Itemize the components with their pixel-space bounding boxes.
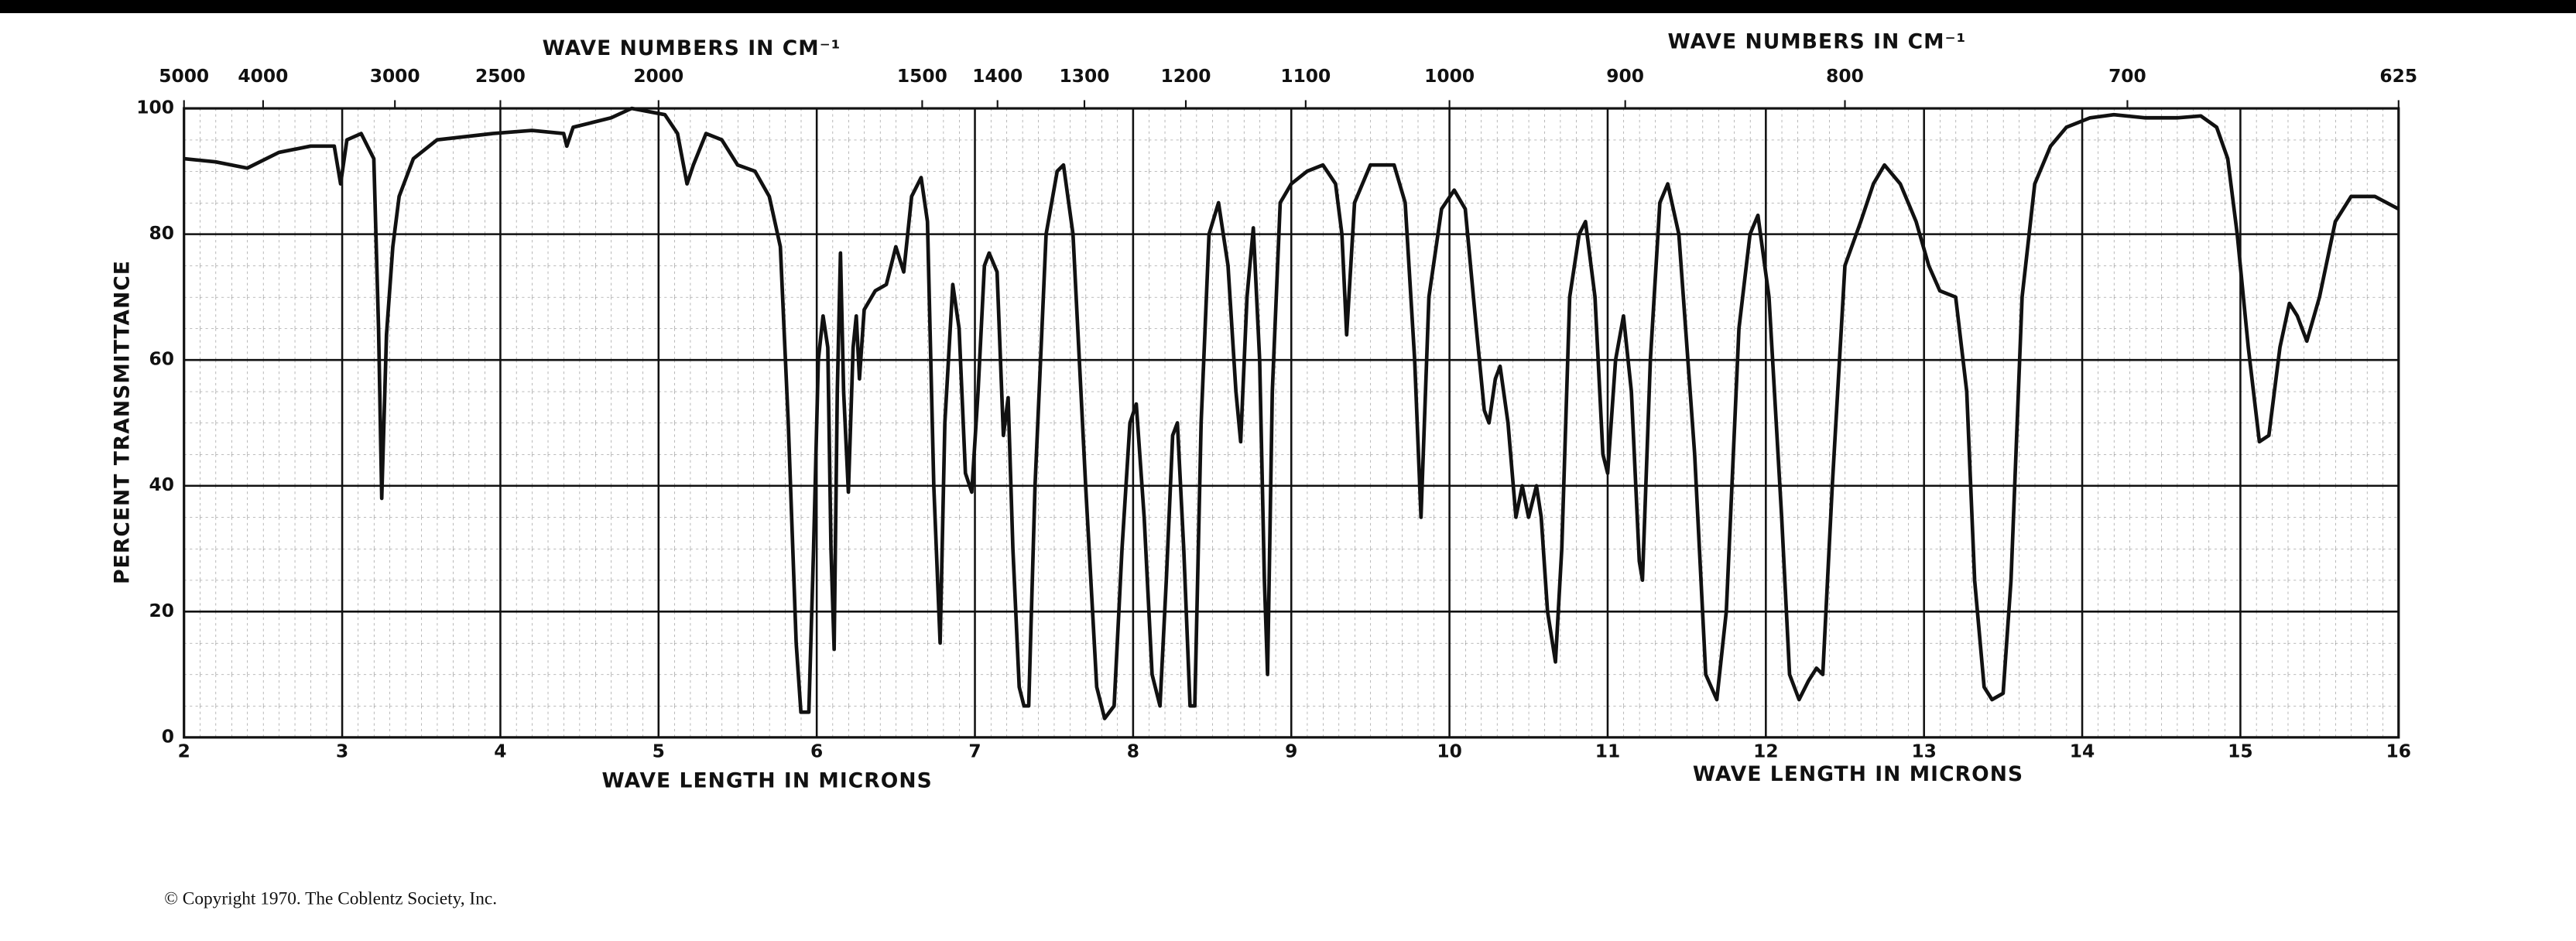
x-tick-label: 11: [1595, 740, 1620, 761]
y-tick-label: 60: [149, 348, 174, 370]
x2-tick-label: 800: [1826, 65, 1864, 87]
x2-tick-label: 1200: [1161, 65, 1211, 87]
top-axis-title: WAVE NUMBERS IN CM⁻¹: [543, 36, 841, 60]
y-axis-title: PERCENT TRANSMITTANCE: [111, 260, 135, 584]
y-tick-label: 100: [136, 97, 174, 118]
x2-tick-label: 2500: [475, 65, 526, 87]
copyright: © Copyright 1970. The Coblentz Society, …: [164, 888, 497, 908]
x-tick-label: 15: [2228, 740, 2252, 761]
plot-frame: [183, 107, 2400, 739]
x2-tick-label: 700: [2108, 65, 2146, 87]
x2-tick-label: 5000: [159, 65, 209, 87]
x-tick-label: 6: [810, 740, 823, 761]
top-axis-title: WAVE NUMBERS IN CM⁻¹: [1668, 30, 1967, 54]
x-tick-label: 16: [2386, 740, 2411, 761]
x-tick-label: 14: [2070, 740, 2095, 761]
x2-tick-label: 1400: [972, 65, 1023, 87]
top-bar: [0, 0, 2576, 13]
x-axis-title: WAVE LENGTH IN MICRONS: [602, 769, 933, 793]
x-tick-label: 8: [1127, 740, 1139, 761]
x-tick-label: 12: [1753, 740, 1778, 761]
x2-tick-label: 4000: [238, 65, 288, 87]
x2-tick-label: 1000: [1424, 65, 1475, 87]
y-tick-label: 40: [149, 474, 174, 495]
x2-tick-label: 2000: [633, 65, 683, 87]
x-tick-label: 13: [1911, 740, 1936, 761]
x-axis-title: WAVE LENGTH IN MICRONS: [1693, 762, 2023, 786]
x2-tick-label: 1300: [1060, 65, 1110, 87]
x2-tick-label: 1100: [1280, 65, 1331, 87]
y-tick-label: 0: [162, 725, 174, 747]
marks: [183, 106, 2400, 720]
x-tick-label: 2: [178, 740, 190, 761]
x-tick-label: 9: [1285, 740, 1297, 761]
x2-tick-label: 625: [2379, 65, 2417, 87]
x-tick-label: 10: [1437, 740, 1461, 761]
y-tick-label: 20: [149, 600, 174, 621]
spectrum-line: [183, 106, 2400, 720]
x-tick-label: 4: [494, 740, 506, 761]
x2-tick-label: 3000: [370, 65, 420, 87]
y-tick-label: 80: [149, 222, 174, 244]
x-tick-label: 7: [968, 740, 981, 761]
x-tick-label: 5: [653, 740, 665, 761]
x2-tick-label: 1500: [897, 65, 947, 87]
x2-tick-label: 900: [1606, 65, 1644, 87]
x-tick-label: 3: [336, 740, 348, 761]
